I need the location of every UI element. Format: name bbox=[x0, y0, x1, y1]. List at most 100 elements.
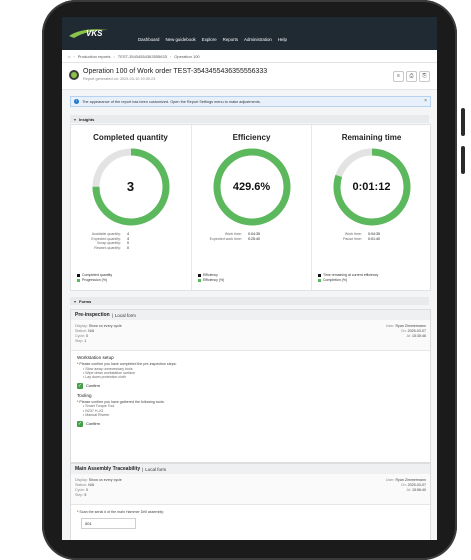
meta-cycle: Cycle: 0 bbox=[75, 488, 88, 492]
main-assembly-form: Main Assembly Traceability | Local form … bbox=[70, 463, 431, 540]
meta-station: Station: N/A bbox=[75, 329, 95, 333]
serial-number-input[interactable]: 001 bbox=[81, 517, 136, 529]
section-title: Workstation setup bbox=[77, 355, 114, 360]
logo-text[interactable]: VKS bbox=[86, 29, 103, 38]
meta-cycle: Cycle: 0 bbox=[75, 334, 88, 338]
meta-display: Display: Show on every cycle bbox=[75, 324, 122, 328]
meta-station: Station: N/A bbox=[75, 483, 95, 487]
card-title: Efficiency bbox=[232, 133, 271, 142]
breadcrumb-work-order[interactable]: TEST-35434554363555633 bbox=[117, 53, 167, 59]
stat-row: Expected quantity: 4 bbox=[91, 236, 129, 241]
close-icon[interactable]: × bbox=[424, 98, 427, 104]
list-item: • Manual Riveter bbox=[83, 413, 110, 418]
breadcrumb-separator: › bbox=[169, 53, 172, 59]
nav-new-guidebook[interactable]: New guidebook bbox=[165, 37, 196, 42]
confirm-checkbox[interactable]: ✓ Confirm bbox=[77, 420, 430, 427]
requirement-text: * Scan the serial # of the main Hammer D… bbox=[77, 510, 165, 514]
gauge-value: 3 bbox=[126, 179, 135, 194]
info-alert: i The appearance of the report has been … bbox=[70, 96, 431, 107]
volume-button bbox=[461, 108, 465, 136]
legend: Time remaining at current efficiency Com… bbox=[318, 273, 378, 283]
form-title: Pre-inspection bbox=[75, 312, 110, 318]
legend-item: Efficiency bbox=[198, 273, 224, 278]
nav-reports[interactable]: Reports bbox=[222, 37, 239, 42]
report-generated: Report generated on: 2025-03-10 19:30:23 bbox=[83, 77, 156, 81]
form-type-separator: | bbox=[142, 466, 144, 472]
stat-row: Work time: 0:04:35 bbox=[344, 232, 380, 236]
forms-section-toggle[interactable]: ▾ Forms bbox=[70, 297, 429, 305]
efficiency-gauge bbox=[213, 148, 291, 226]
remaining-time-gauge bbox=[333, 148, 411, 226]
breadcrumb-production-reports[interactable]: Production reports bbox=[77, 53, 111, 59]
stat-row: Expected work time: 0:25:40 bbox=[209, 236, 260, 241]
section-label: Insights bbox=[79, 116, 95, 122]
chevron-down-icon: ▾ bbox=[74, 298, 77, 304]
stat-row: Pause time: 0:01:40 bbox=[343, 236, 380, 241]
form-meta: Display: Show on every cycle Station: N/… bbox=[71, 320, 430, 351]
top-navbar: VKS Dashboard New guidebook Explore Repo… bbox=[62, 17, 437, 50]
nav-explore[interactable]: Explore bbox=[201, 37, 217, 42]
form-meta: Display: Show on every cycle Station: N/… bbox=[71, 474, 430, 505]
meta-display: Display: Show on every cycle bbox=[75, 478, 122, 482]
legend-item: Efficiency (%) bbox=[198, 278, 224, 283]
confirm-label: Confirm bbox=[86, 421, 101, 427]
meta-step: Step: 1 bbox=[75, 339, 87, 343]
home-icon[interactable]: ⌂ bbox=[68, 53, 71, 59]
settings-menu-button[interactable]: ≡ bbox=[393, 71, 404, 82]
meta-user: User: Ryan Zimmermann bbox=[385, 324, 426, 328]
completed-quantity-gauge bbox=[92, 148, 170, 226]
gauge-value: 0:01:12 bbox=[352, 181, 391, 193]
meta-on: On: 2025-03-07 bbox=[400, 329, 426, 333]
meta-at: At: 15:56:40 bbox=[406, 488, 426, 492]
page-title: Operation 100 of Work order TEST-3543455… bbox=[83, 68, 268, 75]
list-item: • N237 H-JG bbox=[83, 408, 104, 413]
section-title: Tooling bbox=[77, 392, 92, 398]
insights-panel: Completed quantity 3 Available quantity:… bbox=[70, 124, 431, 291]
check-icon: ✓ bbox=[77, 420, 83, 427]
main-nav: Dashboard New guidebook Explore Reports … bbox=[138, 37, 287, 42]
breadcrumb-operation: Operation 100 bbox=[174, 53, 200, 59]
list-item: • Smart Torque Tool bbox=[83, 404, 115, 409]
confirm-label: Confirm bbox=[86, 383, 101, 389]
form-header: Main Assembly Traceability | Local form bbox=[71, 464, 430, 474]
export-button[interactable]: ⎙ bbox=[406, 71, 417, 82]
breadcrumb-separator: › bbox=[73, 53, 75, 59]
section-label: Forms bbox=[79, 298, 92, 304]
legend: Efficiency Efficiency (%) bbox=[198, 273, 224, 283]
meta-user: User: Ryan Zimmermann bbox=[385, 478, 426, 482]
legend-item: Completion (%) bbox=[318, 278, 378, 283]
nav-dashboard[interactable]: Dashboard bbox=[138, 37, 160, 42]
chevron-down-icon: ▾ bbox=[74, 116, 77, 122]
stats-rows: Work time: 0:04:35 Pause time: 0:01:40 bbox=[316, 232, 380, 241]
nav-administration[interactable]: Administration bbox=[244, 37, 272, 42]
breadcrumb: ⌂ › Production reports › TEST-3543455436… bbox=[62, 50, 437, 63]
requirement-text: * Please confirm you have completed the … bbox=[77, 362, 177, 366]
nav-help[interactable]: Help bbox=[277, 37, 287, 42]
stat-row: Work time: 0:04:35 bbox=[224, 232, 260, 236]
insights-section-toggle[interactable]: ▾ Insights bbox=[70, 115, 429, 123]
card-title: Remaining time bbox=[341, 133, 402, 142]
meta-step: Step: 5 bbox=[75, 493, 87, 497]
form-type: Local form bbox=[114, 312, 136, 318]
print-button[interactable]: ⎘ bbox=[419, 71, 430, 82]
form-type-separator: | bbox=[111, 312, 113, 318]
vks-logo-icon[interactable] bbox=[68, 28, 112, 40]
stat-row: Rework quantity: 0 bbox=[94, 245, 129, 250]
remaining-time-card: Remaining time 0:01:12 Work time: 0:04:35… bbox=[311, 125, 431, 290]
efficiency-card: Efficiency 429.6% Work time: 0:04:35 Expe… bbox=[191, 125, 311, 290]
volume-button bbox=[461, 146, 465, 174]
form-type: Local form bbox=[145, 466, 167, 472]
completed-quantity-card: Completed quantity 3 Available quantity:… bbox=[71, 125, 190, 290]
stats-rows: Work time: 0:04:35 Expected work time: 0:2… bbox=[196, 232, 260, 241]
requirement-text: * Please confirm you have gathered the f… bbox=[77, 399, 165, 404]
stat-row: Available quantity: 4 bbox=[91, 232, 129, 236]
confirm-checkbox[interactable]: ✓ Confirm bbox=[77, 382, 430, 389]
legend-item: Time remaining at current efficiency bbox=[318, 273, 378, 278]
list-item: • Wipe down workstation surface bbox=[83, 371, 136, 375]
stat-row: Scrap quantity: 0 bbox=[97, 241, 129, 246]
legend-item: Completed quantity bbox=[77, 273, 112, 278]
legend-item: Progression (%) bbox=[77, 278, 112, 283]
info-icon: i bbox=[74, 99, 79, 104]
gauge-value: 429.6% bbox=[232, 181, 271, 193]
report-header: Operation 100 of Work order TEST-3543455… bbox=[62, 63, 437, 90]
